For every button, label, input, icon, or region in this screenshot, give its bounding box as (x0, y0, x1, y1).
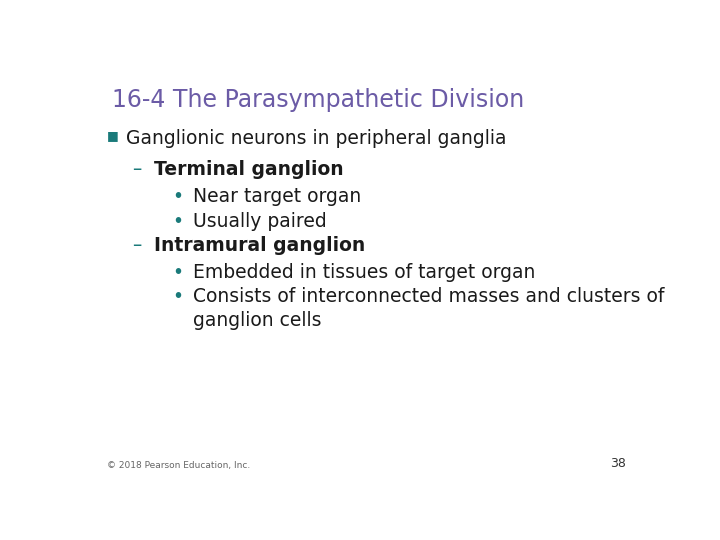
Text: ■: ■ (107, 129, 119, 142)
Text: Intramural ganglion: Intramural ganglion (154, 235, 366, 255)
Text: •: • (173, 263, 184, 282)
Text: 38: 38 (610, 457, 626, 470)
Text: © 2018 Pearson Education, Inc.: © 2018 Pearson Education, Inc. (107, 461, 250, 470)
Text: Usually paired: Usually paired (193, 212, 327, 231)
Text: •: • (173, 287, 184, 306)
Text: ganglion cells: ganglion cells (193, 311, 322, 330)
Text: Near target organ: Near target organ (193, 187, 361, 206)
Text: Ganglionic neurons in peripheral ganglia: Ganglionic neurons in peripheral ganglia (126, 129, 507, 149)
Text: –: – (132, 235, 141, 255)
Text: 16-4 The Parasympathetic Division: 16-4 The Parasympathetic Division (112, 87, 525, 112)
Text: Terminal ganglion: Terminal ganglion (154, 160, 343, 179)
Text: –: – (132, 160, 141, 179)
Text: •: • (173, 187, 184, 206)
Text: Consists of interconnected masses and clusters of: Consists of interconnected masses and cl… (193, 287, 665, 306)
Text: •: • (173, 212, 184, 231)
Text: Embedded in tissues of target organ: Embedded in tissues of target organ (193, 263, 536, 282)
